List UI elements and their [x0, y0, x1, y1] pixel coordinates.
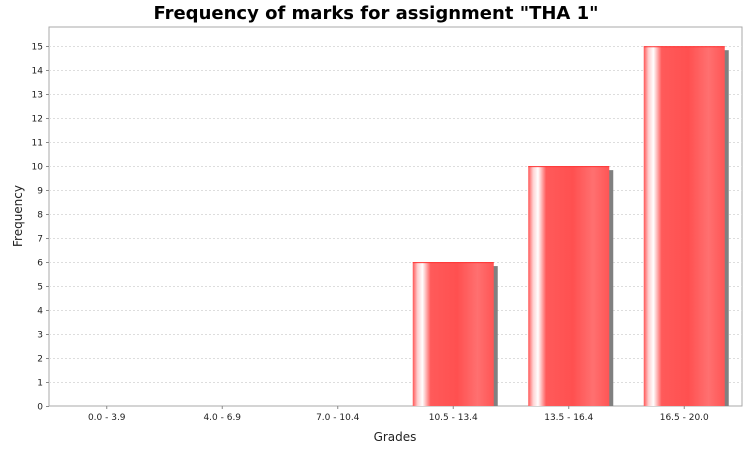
bars [412, 46, 729, 406]
x-tick-label: 13.5 - 16.4 [544, 413, 593, 423]
y-tick-label: 7 [37, 235, 43, 245]
x-tick-label: 10.5 - 13.4 [429, 413, 478, 423]
y-tick-label: 6 [37, 259, 43, 269]
y-tick-label: 2 [37, 355, 43, 365]
x-tick-label: 16.5 - 20.0 [660, 413, 709, 423]
y-tick-label: 14 [32, 67, 44, 77]
chart-title: Frequency of marks for assignment "THA 1… [153, 3, 598, 24]
bar [412, 262, 494, 406]
y-tick-label: 9 [37, 187, 43, 197]
x-tick-label: 7.0 - 10.4 [316, 413, 360, 423]
plot-area [48, 26, 743, 407]
y-tick-label: 5 [37, 283, 43, 293]
bar [528, 166, 610, 406]
x-ticks: 0.0 - 3.9 4.0 - 6.9 7.0 - 10.4 10.5 - 13.4 1… [88, 406, 709, 423]
gridlines [49, 46, 742, 383]
y-tick-label: 1 [37, 379, 43, 389]
bar [643, 46, 725, 406]
x-axis-label: Grades [374, 430, 417, 444]
x-tick-label: 4.0 - 6.9 [203, 413, 241, 423]
y-tick-label: 11 [32, 139, 43, 149]
y-tick-label: 8 [37, 211, 43, 221]
y-tick-label: 3 [37, 331, 43, 341]
y-tick-label: 13 [32, 91, 43, 101]
x-tick-label: 0.0 - 3.9 [88, 413, 126, 423]
y-tick-label: 12 [32, 115, 43, 125]
y-axis-label: Frequency [11, 185, 25, 247]
y-tick-label: 10 [32, 163, 44, 173]
y-tick-label: 4 [37, 307, 43, 317]
y-tick-label: 0 [37, 403, 43, 413]
y-tick-label: 15 [32, 43, 43, 53]
